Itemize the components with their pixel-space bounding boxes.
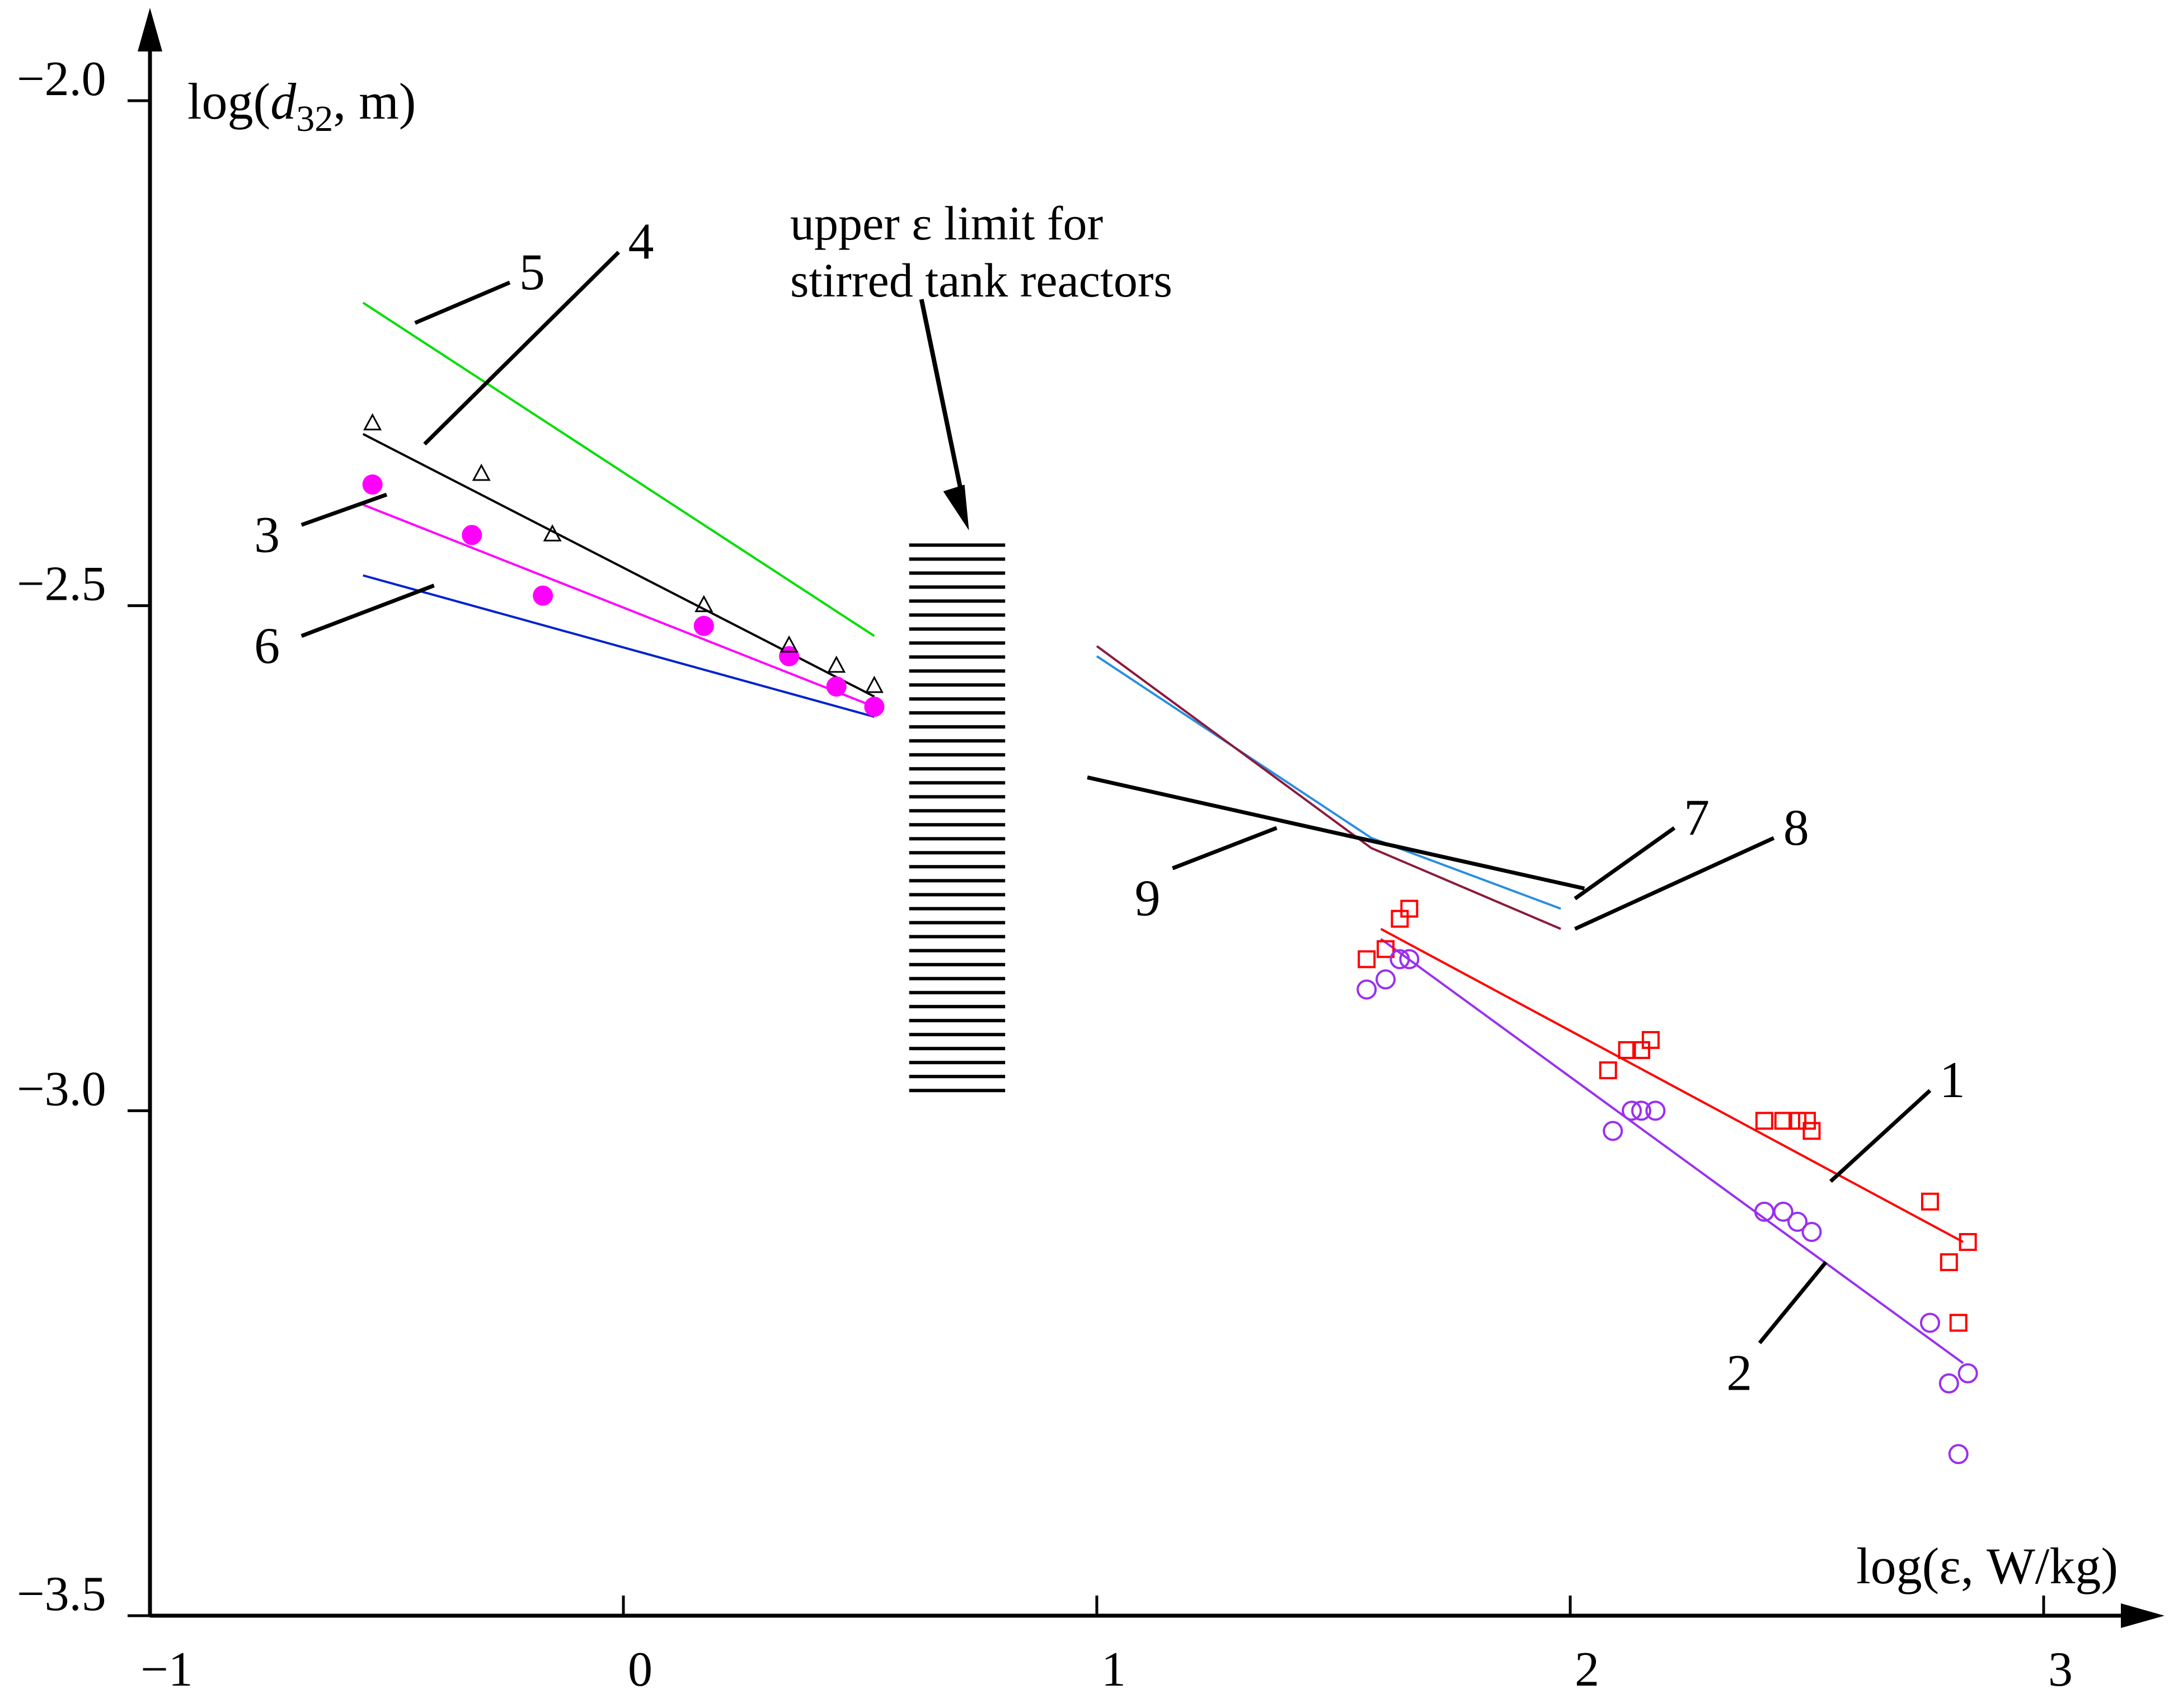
series-1-point-1 <box>1377 940 1395 958</box>
callout-line-4 <box>423 251 621 446</box>
series-8-fit-line <box>1096 645 1561 930</box>
series-3-point-3 <box>693 615 714 636</box>
series-1-point-13 <box>1921 1192 1939 1211</box>
annotation-arrow-shaft <box>919 299 967 509</box>
series-3-point-5 <box>826 676 847 697</box>
series-2-point-13 <box>1938 1373 1959 1394</box>
series-5-fit-line <box>362 302 875 637</box>
series-1-point-15 <box>1959 1233 1977 1251</box>
callout-label-6: 6 <box>254 617 280 674</box>
y-tick-label-0: −2.0 <box>17 52 106 106</box>
series-4-point-3 <box>694 595 713 613</box>
callout-label-8: 8 <box>1783 799 1809 856</box>
series-1-point-14 <box>1940 1253 1958 1272</box>
series-2-point-3 <box>1399 949 1420 970</box>
series-points <box>362 413 1978 1465</box>
series-1-point-0 <box>1358 950 1376 968</box>
series-2-point-12 <box>1919 1312 1940 1333</box>
series-4-point-0 <box>363 413 382 431</box>
callout-line-3 <box>301 492 388 527</box>
y-axis-arrowhead <box>138 8 162 51</box>
series-2-point-6 <box>1631 1100 1651 1121</box>
series-2-point-2 <box>1389 949 1410 970</box>
series-3-point-6 <box>864 697 885 717</box>
curve-callouts: 1 2 3 4 5 6 7 8 9 <box>254 213 1965 1401</box>
callout-line-1 <box>1829 1089 1932 1183</box>
series-2-point-4 <box>1603 1121 1623 1141</box>
series-3-point-2 <box>533 585 553 606</box>
annotation-arrow-head <box>943 484 969 531</box>
y-tick-label-3: −3.5 <box>17 1567 106 1621</box>
y-tick-label-2: −3.0 <box>17 1062 106 1116</box>
callout-line-6 <box>301 584 435 638</box>
series-1-point-8 <box>1755 1112 1773 1130</box>
series-2-point-5 <box>1621 1100 1642 1121</box>
y-tick-label-1: −2.5 <box>17 557 106 611</box>
series-4-point-6 <box>865 675 884 693</box>
series-4-point-1 <box>472 463 491 481</box>
series-6-fit-line <box>363 574 875 718</box>
series-1-point-11 <box>1798 1112 1816 1130</box>
x-tick-label-4: 3 <box>2048 1643 2073 1697</box>
series-1-point-5 <box>1618 1041 1636 1060</box>
callout-label-3: 3 <box>254 506 280 563</box>
callout-line-8 <box>1574 836 1775 931</box>
callout-label-4: 4 <box>628 213 654 270</box>
series-9-fit-line <box>1087 775 1585 891</box>
stirred-tank-limit-hatch <box>909 543 1006 1093</box>
callout-line-5 <box>414 280 511 325</box>
callout-line-9 <box>1172 826 1278 871</box>
annotation-line-1: upper ε limit for <box>790 196 1103 250</box>
x-tick-label-2: 1 <box>1101 1643 1126 1697</box>
callout-label-5: 5 <box>519 243 545 300</box>
series-2-fit-line <box>1380 938 1964 1364</box>
series-1-point-9 <box>1774 1112 1792 1130</box>
callout-label-9: 9 <box>1135 869 1161 926</box>
series-3-fit-line <box>362 504 875 708</box>
series-4-point-2 <box>543 524 562 542</box>
callout-label-2: 2 <box>1726 1344 1752 1401</box>
series-2-point-1 <box>1375 969 1396 990</box>
callout-label-7: 7 <box>1684 789 1710 846</box>
series-2-point-9 <box>1773 1201 1794 1222</box>
series-4-point-5 <box>827 655 846 673</box>
annotation-line-2: stirred tank reactors <box>790 253 1172 307</box>
series-2-point-10 <box>1787 1211 1808 1232</box>
series-2-point-7 <box>1645 1100 1666 1121</box>
series-1-point-2 <box>1391 910 1409 928</box>
series-1-point-4 <box>1599 1061 1617 1080</box>
x-tick-label-0: −1 <box>140 1643 193 1697</box>
series-4-point-4 <box>780 635 799 653</box>
y-axis-label: log(d32, m) <box>187 73 416 139</box>
series-2-point-15 <box>1948 1444 1969 1465</box>
series-2-point-0 <box>1356 979 1377 1000</box>
callout-label-1: 1 <box>1940 1051 1965 1108</box>
series-3-point-0 <box>362 474 383 495</box>
callout-line-2 <box>1758 1260 1828 1344</box>
series-7-fit-line <box>1096 655 1561 910</box>
x-tick-label-1: 0 <box>628 1643 652 1697</box>
series-1-point-10 <box>1788 1112 1807 1130</box>
x-axis-label: log(ε, W/kg) <box>1856 1537 2118 1594</box>
series-1-point-7 <box>1641 1031 1660 1049</box>
series-1-point-12 <box>1802 1122 1821 1140</box>
series-3-point-1 <box>462 525 482 545</box>
x-tick-label-3: 2 <box>1575 1643 1599 1697</box>
series-1-fit-line <box>1380 928 1964 1243</box>
series-1-point-6 <box>1632 1041 1650 1060</box>
series-2-point-14 <box>1957 1363 1978 1384</box>
series-lines <box>362 302 1964 1364</box>
series-1-point-3 <box>1400 900 1419 918</box>
callout-line-7 <box>1574 826 1676 901</box>
x-axis-arrowhead <box>2121 1603 2165 1628</box>
axes: −1 0 1 2 3 −2.0 −2.5 −3.0 −3.5 <box>17 8 2165 1697</box>
series-1-point-16 <box>1949 1314 1968 1332</box>
series-2-point-11 <box>1801 1221 1822 1242</box>
